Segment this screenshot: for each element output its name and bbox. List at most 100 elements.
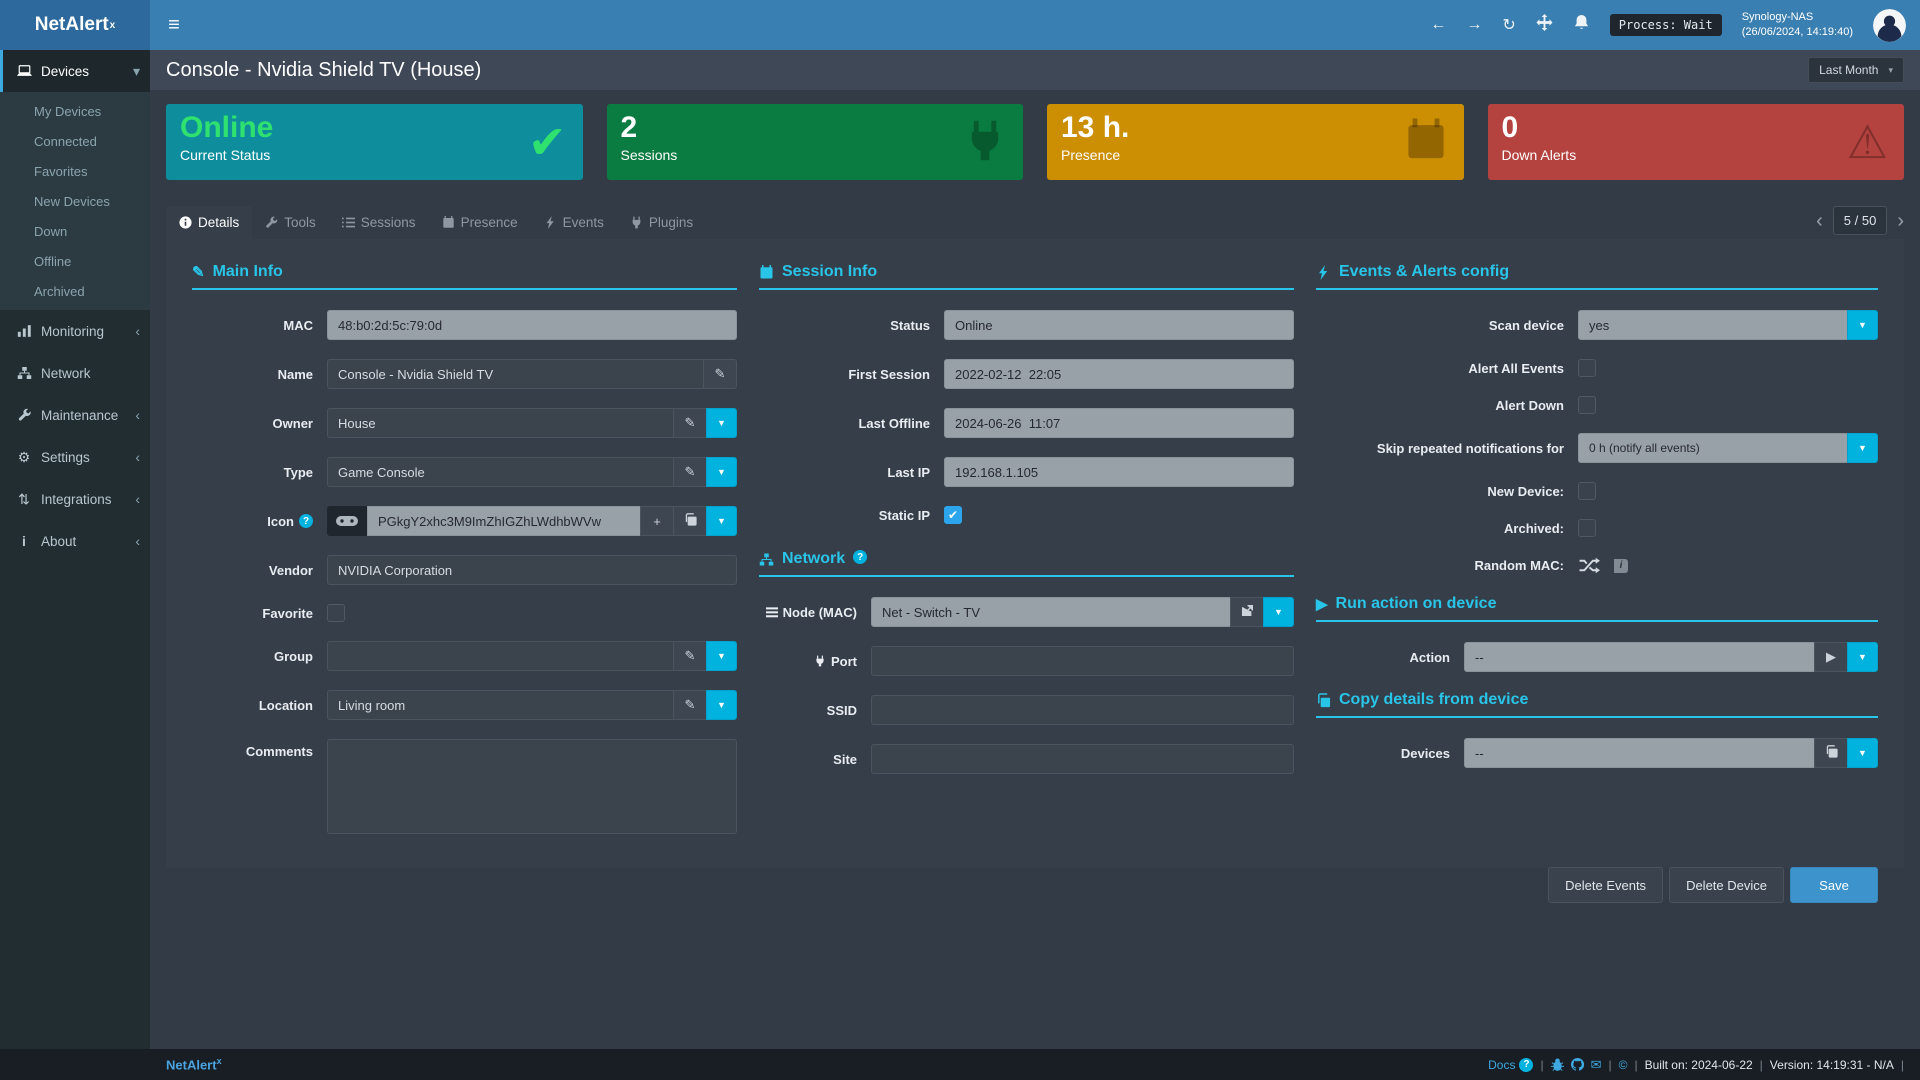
sidebar-item-settings[interactable]: ⚙ Settings ‹ <box>0 436 150 478</box>
wrench-icon <box>266 216 278 228</box>
refresh-button[interactable]: ↻ <box>1502 15 1515 35</box>
type-dropdown-button[interactable]: ▼ <box>706 457 737 487</box>
type-input[interactable] <box>327 457 674 487</box>
sidebar-item-new-devices[interactable]: New Devices <box>34 193 110 209</box>
vendor-input[interactable] <box>327 555 737 585</box>
delete-device-button[interactable]: Delete Device <box>1669 867 1784 903</box>
node-dropdown-button[interactable]: ▼ <box>1263 597 1294 627</box>
app-logo[interactable]: NetAlert x <box>0 0 150 50</box>
ssid-input[interactable] <box>871 695 1294 725</box>
sidebar-item-about[interactable]: i About ‹ <box>0 520 150 562</box>
skip-notifications-dropdown-button[interactable]: ▼ <box>1847 433 1878 463</box>
open-node-button[interactable] <box>1230 597 1264 627</box>
period-select[interactable]: Last Month ▾ <box>1808 57 1904 83</box>
copy-from-device-button[interactable] <box>1814 738 1848 768</box>
sidebar-item-favorites[interactable]: Favorites <box>34 163 88 179</box>
last-offline-input[interactable] <box>944 408 1294 438</box>
location-dropdown-button[interactable]: ▼ <box>706 690 737 720</box>
fullscreen-move-button[interactable] <box>1536 14 1553 36</box>
name-input[interactable] <box>327 359 704 389</box>
tab-details[interactable]: Details <box>166 206 253 239</box>
owner-dropdown-button[interactable]: ▼ <box>706 408 737 438</box>
sidebar-item-maintenance[interactable]: Maintenance ‹ <box>0 394 150 436</box>
location-input[interactable] <box>327 690 674 720</box>
run-action-button[interactable]: ▶ <box>1814 642 1848 672</box>
alert-all-events-checkbox[interactable] <box>1578 359 1596 377</box>
copy-icon-button[interactable] <box>673 506 707 536</box>
group-input[interactable] <box>327 641 674 671</box>
sidebar-item-monitoring[interactable]: Monitoring ‹ <box>0 310 150 352</box>
scan-device-select[interactable]: yes <box>1578 310 1848 340</box>
nav-back-button[interactable]: ← <box>1430 16 1446 34</box>
user-avatar[interactable] <box>1873 8 1906 42</box>
sidebar-item-devices[interactable]: Devices ▾ <box>0 50 150 92</box>
notifications-button[interactable] <box>1573 14 1590 36</box>
bug-icon[interactable] <box>1550 1058 1564 1071</box>
network-help-badge[interactable]: ? <box>853 550 868 564</box>
status-input[interactable] <box>944 310 1294 340</box>
copyright-icon[interactable]: © <box>1618 1057 1628 1072</box>
next-device-button[interactable]: › <box>1897 211 1904 231</box>
sidebar-item-my-devices[interactable]: My Devices <box>34 103 102 119</box>
static-ip-checkbox[interactable] <box>944 506 962 524</box>
alert-down-checkbox[interactable] <box>1578 396 1596 414</box>
mac-input[interactable] <box>327 310 737 340</box>
sidebar-item-integrations[interactable]: ⇅ Integrations ‹ <box>0 478 150 520</box>
action-dropdown-button[interactable]: ▼ <box>1847 642 1878 672</box>
sidebar-item-connected[interactable]: Connected <box>34 133 97 149</box>
edit-location-button[interactable]: ✎ <box>673 690 707 720</box>
random-mac-info-icon[interactable]: i <box>1614 558 1628 573</box>
last-ip-input[interactable] <box>944 457 1294 487</box>
favorite-checkbox[interactable] <box>327 604 345 622</box>
owner-label: Owner <box>272 415 313 431</box>
tab-presence[interactable]: Presence <box>429 206 531 239</box>
action-select[interactable]: -- <box>1464 642 1815 672</box>
prev-device-button[interactable]: ‹ <box>1816 211 1823 231</box>
comments-textarea[interactable] <box>327 739 737 834</box>
node-mac-input[interactable] <box>871 597 1231 627</box>
shuffle-icon[interactable] <box>1578 556 1602 575</box>
footer-brand[interactable]: NetAlertx <box>166 1056 222 1073</box>
status-label: Status <box>890 317 930 333</box>
site-input[interactable] <box>871 744 1294 774</box>
copy-devices-dropdown-button[interactable]: ▼ <box>1847 738 1878 768</box>
scan-device-dropdown-button[interactable]: ▼ <box>1847 310 1878 340</box>
edit-group-button[interactable]: ✎ <box>673 641 707 671</box>
sidebar-item-offline[interactable]: Offline <box>34 253 72 269</box>
first-session-input[interactable] <box>944 359 1294 389</box>
port-input[interactable] <box>871 646 1294 676</box>
clone-icon <box>1318 692 1331 707</box>
add-icon-button[interactable]: + <box>640 506 674 536</box>
sidebar-item-network[interactable]: Network <box>0 352 150 394</box>
edit-owner-button[interactable]: ✎ <box>673 408 707 438</box>
docs-link[interactable]: Docs? <box>1488 1057 1534 1072</box>
nav-forward-button[interactable]: → <box>1466 16 1482 34</box>
edit-name-button[interactable]: ✎ <box>703 359 737 389</box>
new-device-checkbox[interactable] <box>1578 482 1596 500</box>
delete-events-button[interactable]: Delete Events <box>1548 867 1664 903</box>
type-label: Type <box>283 464 313 480</box>
icon-dropdown-button[interactable]: ▼ <box>706 506 737 536</box>
archived-checkbox[interactable] <box>1578 519 1596 537</box>
check-icon: ✔ <box>527 116 567 168</box>
sidebar-item-archived[interactable]: Archived <box>34 283 85 299</box>
mac-label: MAC <box>283 317 313 333</box>
icon-base64-input[interactable] <box>367 506 641 536</box>
github-icon[interactable] <box>1570 1058 1584 1071</box>
sidebar-toggle-button[interactable]: ≡ <box>150 0 198 50</box>
chevron-down-icon: ▾ <box>1888 64 1893 75</box>
owner-input[interactable] <box>327 408 674 438</box>
group-dropdown-button[interactable]: ▼ <box>706 641 737 671</box>
mail-icon[interactable]: ✉ <box>1590 1056 1602 1072</box>
caret-down-icon: ▼ <box>717 651 726 661</box>
tab-sessions[interactable]: Sessions <box>329 206 429 239</box>
edit-type-button[interactable]: ✎ <box>673 457 707 487</box>
skip-notifications-select[interactable]: 0 h (notify all events) <box>1578 433 1848 463</box>
save-button[interactable]: Save <box>1790 867 1878 903</box>
copy-devices-select[interactable]: -- <box>1464 738 1815 768</box>
icon-help-badge[interactable]: ? <box>299 514 313 528</box>
tab-plugins[interactable]: Plugins <box>617 206 706 239</box>
tab-events[interactable]: Events <box>531 206 617 239</box>
sidebar-item-down[interactable]: Down <box>34 223 68 239</box>
tab-tools[interactable]: Tools <box>252 206 329 239</box>
